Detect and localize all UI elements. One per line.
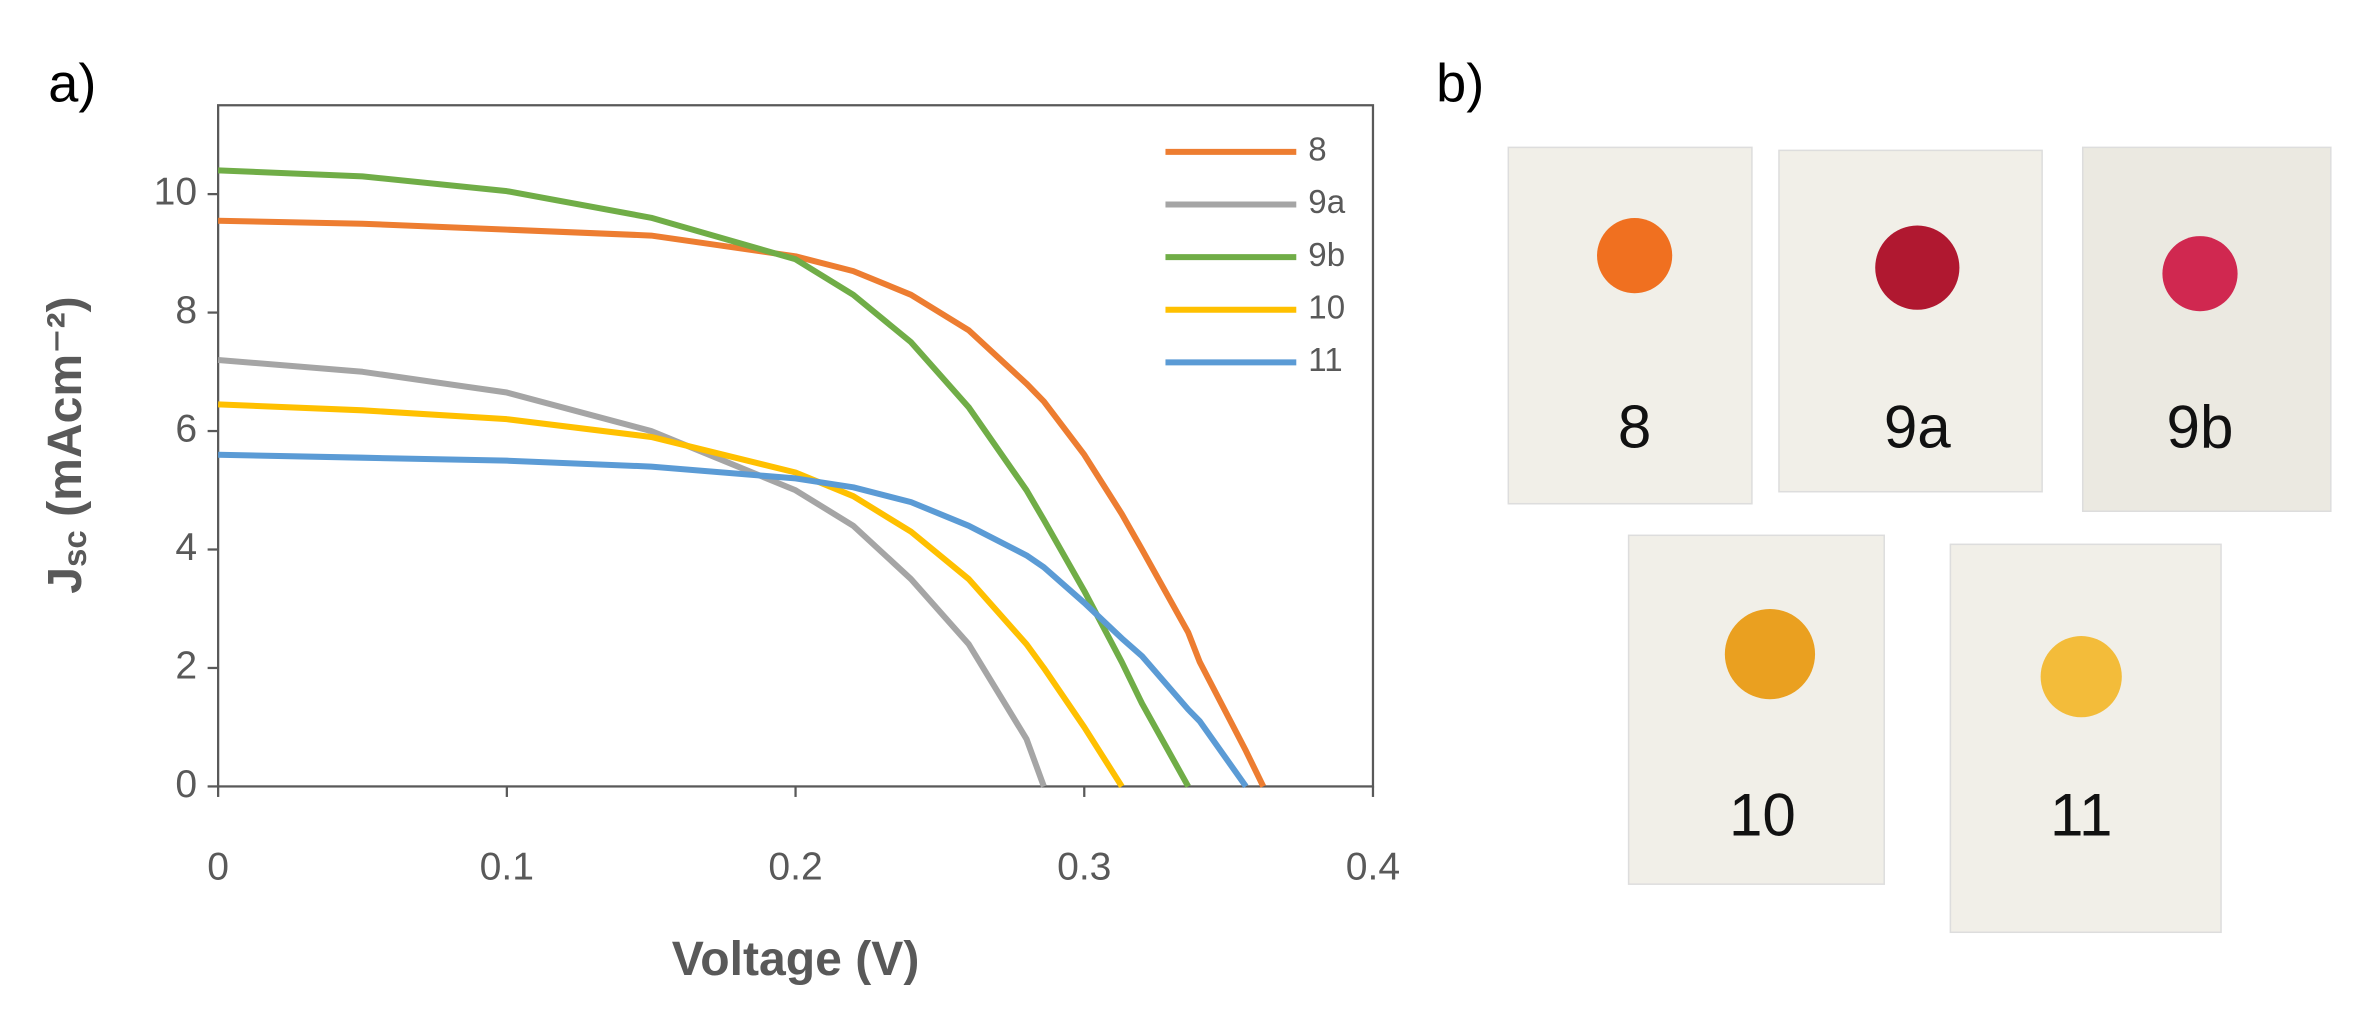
y-axis-title: Jsc (mAcm⁻²) xyxy=(37,296,93,593)
y-axis-title-unit: (mAcm⁻²) xyxy=(37,296,91,530)
x-tick-label: 0.2 xyxy=(768,845,822,888)
y-tick-label: 6 xyxy=(175,407,197,450)
dye-spot xyxy=(2040,636,2122,718)
x-tick-label: 0.1 xyxy=(480,845,534,888)
panel-label: a) xyxy=(48,54,96,114)
legend-label: 9b xyxy=(1308,237,1345,274)
photo-label: 11 xyxy=(2050,781,2112,848)
dye-spot xyxy=(1724,608,1816,700)
y-tick-label: 0 xyxy=(175,763,197,806)
x-tick-label: 0 xyxy=(207,845,229,888)
slide xyxy=(2081,146,2332,513)
photo-label: 8 xyxy=(1618,393,1651,460)
slide xyxy=(1778,149,2043,493)
dye-spot xyxy=(1597,218,1673,294)
legend-label: 11 xyxy=(1308,342,1342,379)
slide xyxy=(1627,534,1885,885)
photo-label: 9b xyxy=(2167,393,2234,460)
legend-label: 9a xyxy=(1308,184,1345,221)
y-axis-title-sub: sc xyxy=(57,530,94,567)
series-line xyxy=(218,167,1191,788)
y-tick-label: 10 xyxy=(154,170,197,213)
photos: 8 9a 9b 10 11 xyxy=(1507,146,2332,934)
y-tick-label: 8 xyxy=(175,289,197,332)
y-axis-title-main: J xyxy=(37,567,91,594)
photo-label: 10 xyxy=(1729,781,1796,848)
series-line xyxy=(218,451,1249,789)
dye-spot xyxy=(2162,236,2238,312)
panel-label: b) xyxy=(1436,54,1484,114)
x-tick-label: 0.4 xyxy=(1346,845,1400,888)
x-axis-title: Voltage (V) xyxy=(672,932,920,986)
y-tick-label: 2 xyxy=(175,644,197,687)
dye-spot xyxy=(1875,225,1960,310)
legend-label: 10 xyxy=(1308,289,1345,326)
series-line xyxy=(218,401,1125,789)
slide xyxy=(1507,146,1753,505)
legend-label: 8 xyxy=(1308,132,1326,169)
photo-label: 9a xyxy=(1884,393,1951,460)
y-tick-label: 4 xyxy=(175,526,197,569)
series-line xyxy=(217,356,1047,788)
series-line xyxy=(218,217,1266,788)
x-tick-label: 0.3 xyxy=(1057,845,1111,888)
slide xyxy=(1949,543,2222,934)
